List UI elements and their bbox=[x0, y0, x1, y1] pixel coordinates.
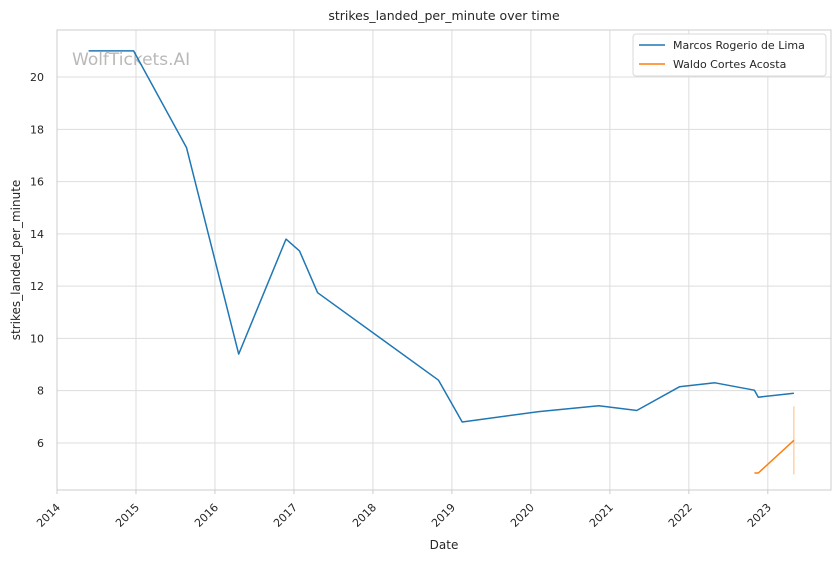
series-line-1 bbox=[88, 50, 794, 423]
y-tick-label: 6 bbox=[37, 437, 44, 450]
x-tick-label: 2022 bbox=[666, 501, 695, 530]
plot-area-frame bbox=[56, 29, 832, 491]
y-axis-title: strikes_landed_per_minute bbox=[9, 180, 23, 341]
grid bbox=[56, 30, 831, 490]
series-line-2 bbox=[754, 439, 795, 474]
legend-label: Waldo Cortes Acosta bbox=[673, 58, 786, 71]
series bbox=[88, 50, 795, 474]
legend-label: Marcos Rogerio de Lima bbox=[673, 39, 805, 52]
watermark: WolfTickets.AI bbox=[72, 50, 190, 70]
y-tick-label: 12 bbox=[30, 280, 44, 293]
x-tick-label: 2019 bbox=[429, 501, 458, 530]
y-axis-ticks: 6 8 10 12 14 16 18 20 bbox=[30, 71, 44, 450]
x-axis-ticks: 2014 2015 2016 2017 2018 2019 2020 2021 2022 2023 bbox=[34, 490, 774, 530]
x-tick-label: 2014 bbox=[34, 501, 63, 530]
x-tick-label: 2018 bbox=[350, 501, 379, 530]
x-tick-label: 2016 bbox=[192, 501, 221, 530]
chart-title: strikes_landed_per_minute over time bbox=[328, 8, 560, 23]
x-tick-label: 2017 bbox=[271, 501, 300, 530]
y-tick-label: 8 bbox=[37, 385, 44, 398]
y-tick-label: 18 bbox=[30, 123, 44, 136]
x-tick-label: 2023 bbox=[745, 501, 774, 530]
legend: Marcos Rogerio de Lima Waldo Cortes Acost… bbox=[632, 33, 827, 77]
y-tick-label: 20 bbox=[30, 71, 44, 84]
legend-box bbox=[632, 33, 827, 77]
y-tick-label: 14 bbox=[30, 228, 44, 241]
y-tick-label: 16 bbox=[30, 176, 44, 189]
x-tick-label: 2021 bbox=[587, 501, 616, 530]
x-axis-title: Date bbox=[430, 538, 459, 552]
y-tick-label: 10 bbox=[30, 332, 44, 345]
x-tick-label: 2015 bbox=[113, 501, 142, 530]
x-tick-label: 2020 bbox=[508, 501, 537, 530]
